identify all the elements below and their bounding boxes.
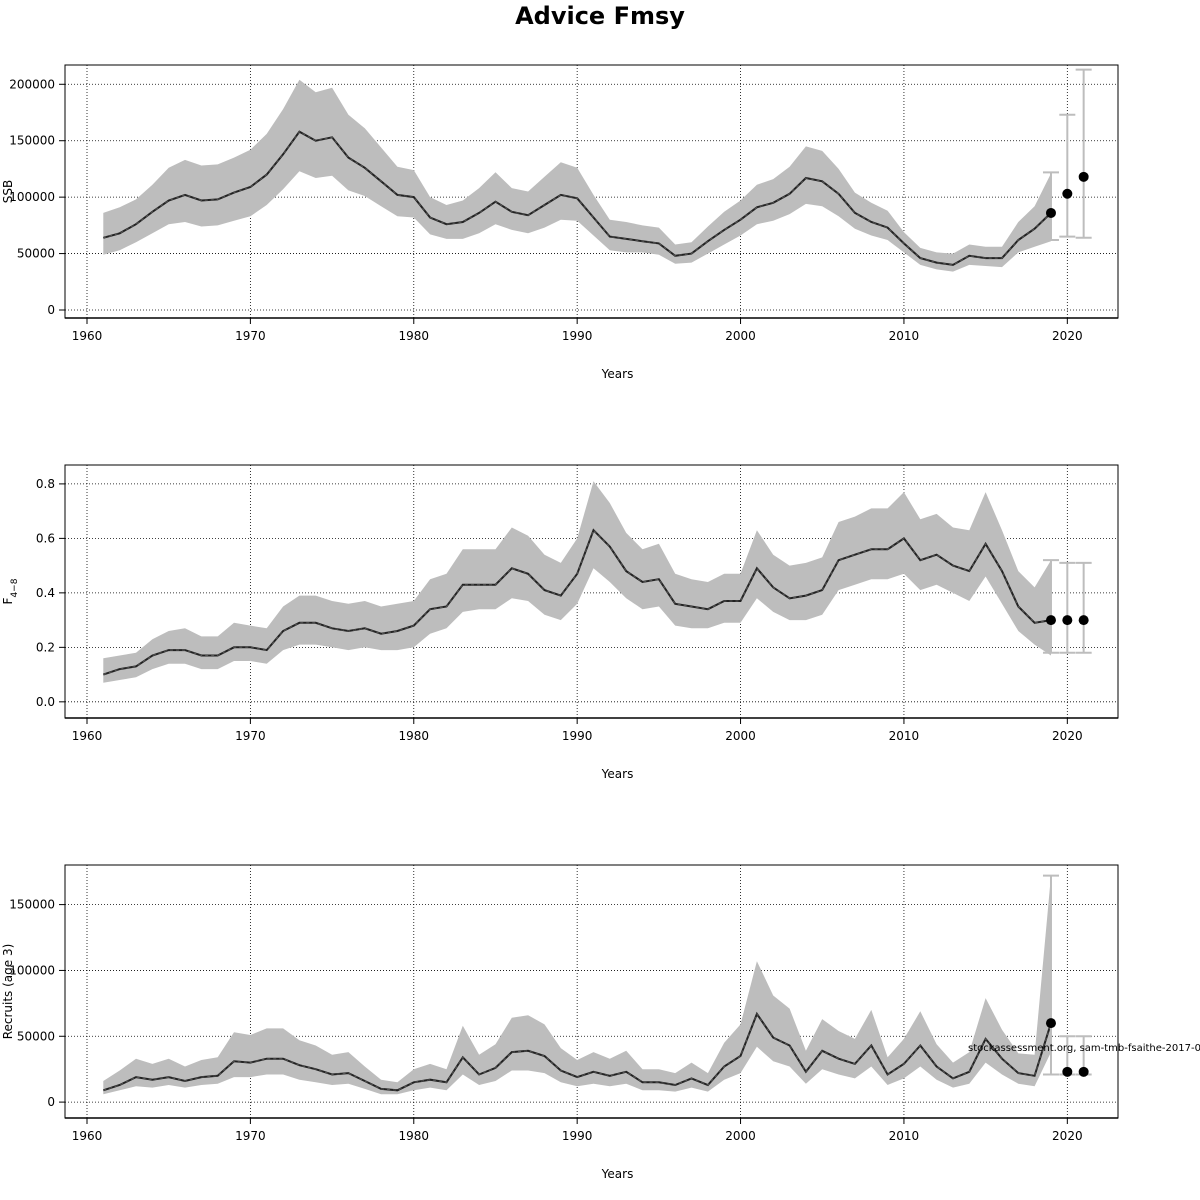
forecast-point bbox=[1045, 615, 1056, 626]
y-axis-title: SSB bbox=[1, 180, 15, 203]
y-tick-label: 150000 bbox=[9, 134, 55, 148]
x-tick-label: 1990 bbox=[562, 729, 593, 743]
confidence-band bbox=[103, 79, 1052, 272]
x-tick-label: 2000 bbox=[725, 729, 756, 743]
footnote-text: stockassessment.org, sam-tmb-fsaithe-201… bbox=[968, 1043, 1200, 1054]
y-axis-title-subscript: 4−8 bbox=[10, 578, 20, 597]
confidence-band bbox=[103, 875, 1052, 1095]
x-tick-label: 2020 bbox=[1052, 1129, 1083, 1143]
x-tick-label: 1980 bbox=[399, 729, 430, 743]
estimate-line-dashed bbox=[103, 1012, 1052, 1091]
panel-recruits: 1960 1970 1980 1990 2000 2010 2020 0 50000 100000… bbox=[1, 864, 1119, 1181]
plot-area bbox=[102, 481, 1092, 683]
forecast-point bbox=[1045, 207, 1056, 218]
x-tick-label: 1970 bbox=[235, 329, 266, 343]
y-tick-label: 0 bbox=[47, 1095, 55, 1109]
forecast-point bbox=[1045, 1018, 1056, 1029]
x-tick-label: 2010 bbox=[889, 1129, 920, 1143]
forecast-point bbox=[1078, 171, 1089, 182]
y-tick-label: 50000 bbox=[17, 1029, 55, 1043]
estimate-line-dashed bbox=[103, 131, 1052, 266]
panel-f48: 1960 1970 1980 1990 2000 2010 2020 0.0 0.2 0.4 0.6… bbox=[1, 464, 1119, 781]
forecast-point bbox=[1062, 615, 1073, 626]
forecast-point bbox=[1062, 188, 1073, 199]
x-tick-label: 1960 bbox=[72, 329, 103, 343]
x-tick-label: 1980 bbox=[399, 329, 430, 343]
plot-area bbox=[102, 874, 1092, 1095]
y-tick-label: 0.6 bbox=[36, 531, 55, 545]
y-axis-title: F4−8 bbox=[1, 578, 20, 604]
forecast-point bbox=[1062, 1066, 1073, 1077]
x-axis-title: Years bbox=[601, 367, 634, 381]
y-tick-label: 0.8 bbox=[36, 477, 55, 491]
x-tick-label: 2010 bbox=[889, 329, 920, 343]
y-tick-label: 150000 bbox=[9, 898, 55, 912]
chart-title: Advice Fmsy bbox=[515, 2, 685, 30]
x-tick-label: 1960 bbox=[72, 1129, 103, 1143]
x-tick-label: 1990 bbox=[562, 1129, 593, 1143]
x-tick-label: 2000 bbox=[725, 1129, 756, 1143]
y-tick-label: 100000 bbox=[9, 190, 55, 204]
x-tick-label: 2000 bbox=[725, 329, 756, 343]
y-tick-label: 200000 bbox=[9, 77, 55, 91]
x-tick-label: 1990 bbox=[562, 329, 593, 343]
x-tick-label: 1970 bbox=[235, 1129, 266, 1143]
x-tick-label: 2020 bbox=[1052, 329, 1083, 343]
y-tick-label: 0.2 bbox=[36, 640, 55, 654]
x-axis-title: Years bbox=[601, 1167, 634, 1181]
x-tick-label: 2020 bbox=[1052, 729, 1083, 743]
y-tick-label: 0 bbox=[47, 303, 55, 317]
y-axis-title: Recruits (age 3) bbox=[1, 944, 15, 1040]
y-tick-label: 0.4 bbox=[36, 586, 55, 600]
x-tick-label: 2010 bbox=[889, 729, 920, 743]
x-tick-label: 1960 bbox=[72, 729, 103, 743]
panel-ssb: 1960 1970 1980 1990 2000 2010 2020 0 50000 100000… bbox=[1, 64, 1119, 381]
x-tick-label: 1970 bbox=[235, 729, 266, 743]
x-tick-label: 1980 bbox=[399, 1129, 430, 1143]
y-tick-label: 100000 bbox=[9, 963, 55, 977]
y-tick-label: 50000 bbox=[17, 247, 55, 261]
chart-panels: 1960 1970 1980 1990 2000 2010 2020 0 50000 100000… bbox=[1, 64, 1200, 1181]
plot-area bbox=[103, 68, 1092, 272]
confidence-band bbox=[103, 481, 1052, 683]
forecast-point bbox=[1078, 1066, 1089, 1077]
estimate-line-dashed bbox=[103, 529, 1052, 676]
x-axis-title: Years bbox=[601, 767, 634, 781]
y-tick-label: 0.0 bbox=[36, 695, 55, 709]
forecast-point bbox=[1078, 615, 1089, 626]
